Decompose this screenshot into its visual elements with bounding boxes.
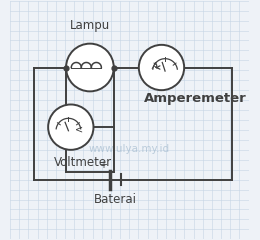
Circle shape xyxy=(48,104,94,150)
Circle shape xyxy=(139,45,184,90)
Circle shape xyxy=(66,44,114,91)
Text: Amperemeter: Amperemeter xyxy=(144,92,246,105)
Text: A: A xyxy=(151,62,157,71)
Text: Voltmeter: Voltmeter xyxy=(54,156,112,169)
Text: Baterai: Baterai xyxy=(93,193,136,206)
Text: <: < xyxy=(75,125,83,135)
Text: Lampu: Lampu xyxy=(70,19,110,32)
Text: +: + xyxy=(99,160,107,170)
Text: www.ulya.my.id: www.ulya.my.id xyxy=(89,144,170,154)
